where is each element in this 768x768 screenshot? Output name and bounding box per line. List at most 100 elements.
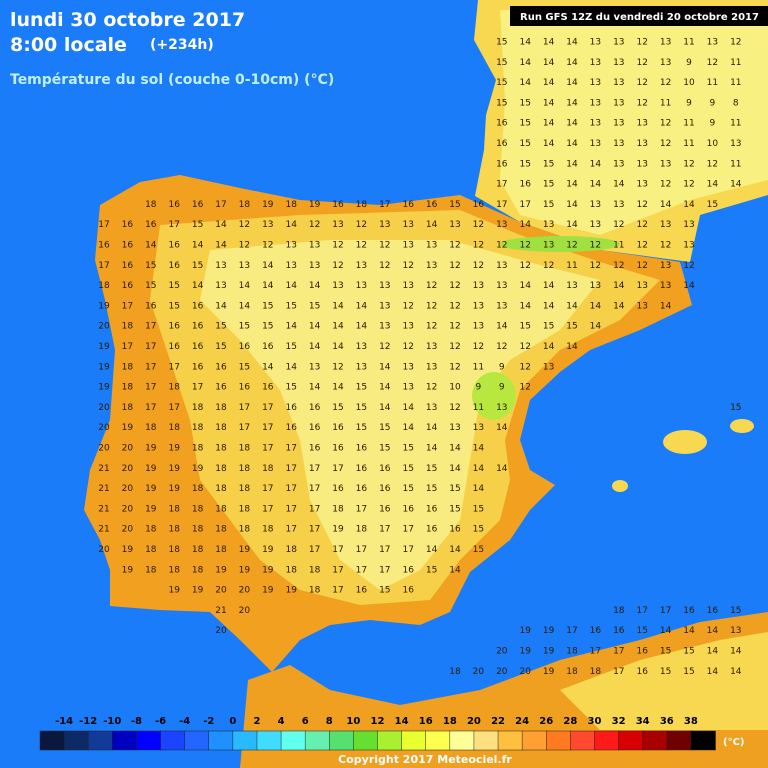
colorbar-label: 34 (636, 716, 650, 727)
grid-value: 16 (683, 606, 695, 616)
colorbar: -14 -12 -10 -8 -6 -4 -2 0 2 4 6 8 10 12 14 16 18 20 22 24 26… (39, 716, 716, 751)
grid-value: 18 (215, 545, 227, 555)
grid-value: 13 (590, 200, 601, 210)
grid-value: 16 (473, 200, 485, 210)
colorbar-label: -8 (131, 716, 142, 727)
lead-time: (+234h) (150, 37, 214, 53)
grid-value: 15 (426, 565, 437, 575)
grid-value: 12 (590, 261, 601, 271)
grid-value: 13 (309, 241, 320, 251)
grid-value: 18 (285, 545, 297, 555)
iberia-core (200, 240, 600, 590)
grid-value: 14 (566, 98, 578, 108)
grid-value: 17 (356, 545, 367, 555)
grid-value: 16 (332, 423, 344, 433)
grid-value: 14 (519, 38, 531, 48)
grid-value: 19 (519, 626, 531, 636)
grid-value: 14 (426, 220, 438, 230)
grid-value: 12 (730, 38, 741, 48)
grid-value: 13 (636, 180, 647, 190)
grid-value: 13 (496, 301, 507, 311)
grid-value: 18 (285, 200, 297, 210)
grid-value: 14 (707, 647, 719, 657)
colorbar-label: 28 (563, 716, 577, 727)
grid-value: 13 (473, 301, 484, 311)
grid-value: 12 (379, 241, 390, 251)
grid-value: 17 (356, 504, 367, 514)
grid-value: 11 (473, 362, 484, 372)
grid-value: 12 (332, 261, 343, 271)
grid-value: 15 (473, 545, 484, 555)
colorbar-label: 24 (515, 716, 529, 727)
grid-value: 15 (707, 200, 718, 210)
grid-value: 12 (636, 220, 647, 230)
grid-value: 19 (215, 565, 227, 575)
grid-value: 16 (122, 220, 134, 230)
grid-value: 12 (356, 220, 367, 230)
grid-value: 13 (613, 78, 624, 88)
grid-value: 12 (590, 241, 601, 251)
grid-value: 14 (566, 139, 578, 149)
grid-value: 18 (356, 525, 368, 535)
grid-value: 19 (168, 484, 180, 494)
grid-value: 12 (519, 342, 530, 352)
grid-value: 11 (730, 119, 741, 129)
grid-value: 18 (309, 565, 321, 575)
colorbar-label: -4 (179, 716, 190, 727)
grid-value: 13 (590, 58, 601, 68)
grid-value: 12 (636, 241, 647, 251)
grid-value: 17 (145, 403, 156, 413)
grid-value: 13 (426, 261, 437, 271)
grid-value: 15 (566, 322, 577, 332)
grid-value: 9 (686, 98, 692, 108)
grid-value: 13 (590, 98, 601, 108)
grid-value: 15 (449, 200, 460, 210)
grid-value: 18 (239, 200, 251, 210)
grid-value: 15 (730, 606, 741, 616)
grid-value: 13 (660, 58, 671, 68)
colorbar-label: 8 (326, 716, 333, 727)
grid-value: 14 (566, 200, 578, 210)
grid-value: 13 (449, 220, 460, 230)
grid-value: 14 (332, 342, 344, 352)
grid-value: 14 (332, 322, 344, 332)
colorbar-label: 18 (443, 716, 457, 727)
grid-value: 16 (356, 464, 368, 474)
grid-value: 14 (426, 423, 438, 433)
grid-value: 14 (145, 241, 157, 251)
grid-value: 18 (98, 281, 110, 291)
grid-value: 16 (496, 139, 508, 149)
grid-value: 14 (566, 38, 578, 48)
grid-value: 18 (122, 403, 134, 413)
grid-value: 12 (402, 261, 413, 271)
grid-value: 13 (473, 281, 484, 291)
grid-value: 18 (192, 444, 204, 454)
grid-value: 18 (145, 525, 157, 535)
grid-value: 19 (262, 545, 274, 555)
grid-value: 12 (519, 362, 530, 372)
grid-value: 15 (379, 586, 390, 596)
grid-value: 13 (636, 119, 647, 129)
grid-value: 12 (683, 180, 694, 190)
grid-value: 15 (145, 281, 156, 291)
grid-value: 13 (239, 261, 250, 271)
grid-value: 15 (192, 261, 203, 271)
grid-value: 14 (707, 180, 719, 190)
grid-value: 16 (449, 525, 461, 535)
africa-inner (560, 632, 768, 730)
grid-value: 19 (122, 545, 134, 555)
grid-value: 15 (215, 322, 226, 332)
grid-value: 8 (733, 98, 739, 108)
grid-value: 16 (402, 200, 414, 210)
grid-value: 15 (356, 383, 367, 393)
grid-value: 19 (168, 464, 180, 474)
grid-value: 20 (98, 444, 110, 454)
grid-value: 16 (496, 159, 508, 169)
grid-value: 18 (122, 362, 134, 372)
grid-value: 18 (239, 444, 251, 454)
grid-value: 15 (215, 342, 226, 352)
grid-value: 16 (192, 200, 204, 210)
grid-value: 16 (122, 241, 134, 251)
grid-value: 15 (543, 322, 554, 332)
grid-value: 17 (262, 423, 273, 433)
